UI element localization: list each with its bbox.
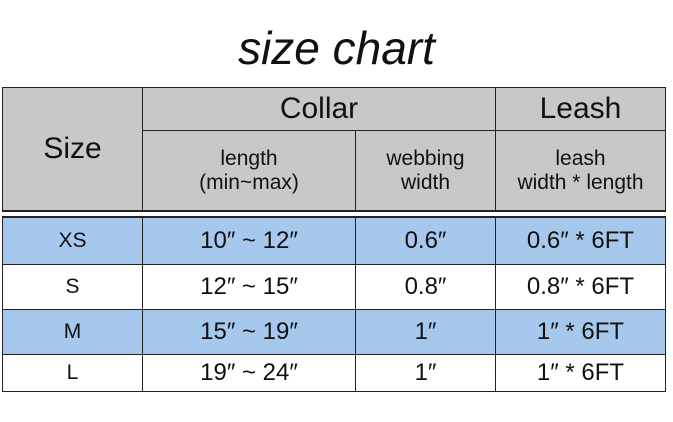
cell-leash: 0.6″ * 6FT: [495, 217, 666, 265]
cell-size: S: [2, 264, 143, 310]
header-leash: Leash: [495, 87, 666, 131]
header-line: length: [220, 146, 278, 170]
cell-length: 12″ ~ 15″: [142, 264, 356, 310]
header-webbing-width: webbing width: [355, 130, 496, 211]
cell-webbing: 1″: [355, 309, 496, 355]
header-collar-length: length (min~max): [142, 130, 356, 211]
header-line: leash: [555, 146, 606, 170]
header-leash-dims: leash width * length: [495, 130, 666, 211]
cell-length: 15″ ~ 19″: [142, 309, 356, 355]
cell-webbing: 0.8″: [355, 264, 496, 310]
cell-leash: 1″ * 6FT: [495, 354, 666, 392]
cell-length: 10″ ~ 12″: [142, 217, 356, 265]
cell-size: XS: [2, 217, 143, 265]
header-line: webbing: [386, 146, 465, 170]
header-collar: Collar: [142, 87, 496, 131]
cell-webbing: 1″: [355, 354, 496, 392]
chart-title: size chart: [238, 22, 435, 74]
header-line: width: [400, 170, 451, 194]
header-line: width * length: [517, 170, 644, 194]
cell-leash: 1″ * 6FT: [495, 309, 666, 355]
cell-webbing: 0.6″: [355, 217, 496, 265]
header-size: Size: [2, 87, 143, 211]
cell-length: 19″ ~ 24″: [142, 354, 356, 392]
header-line: (min~max): [199, 170, 299, 194]
cell-leash: 0.8″ * 6FT: [495, 264, 666, 310]
cell-size: M: [2, 309, 143, 355]
cell-size: L: [2, 354, 143, 392]
